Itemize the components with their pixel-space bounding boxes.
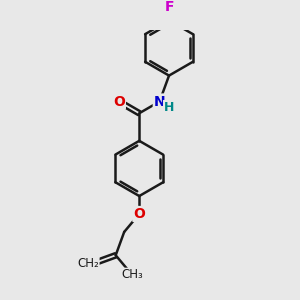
Text: F: F: [164, 0, 174, 14]
Text: O: O: [133, 207, 145, 221]
Text: CH₂: CH₂: [77, 257, 99, 270]
Text: H: H: [164, 100, 174, 113]
Text: O: O: [113, 94, 125, 109]
Text: CH₃: CH₃: [122, 268, 143, 281]
Text: N: N: [154, 94, 165, 109]
